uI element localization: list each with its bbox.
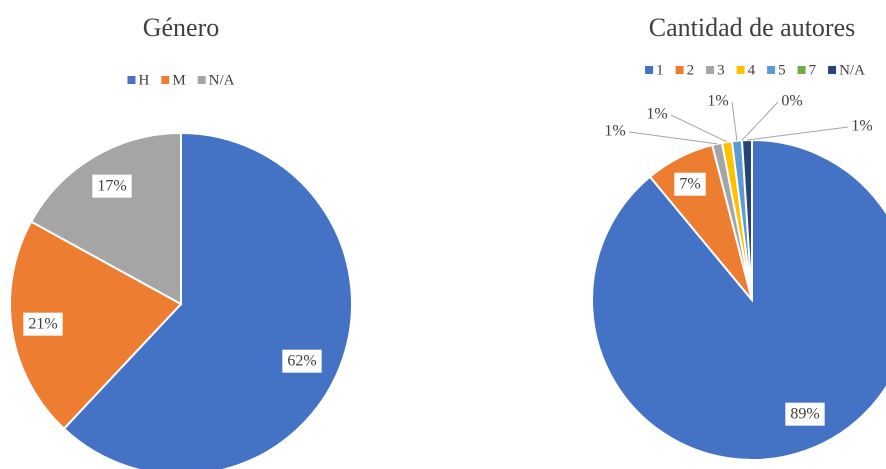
legend-label: N/A <box>209 72 235 88</box>
legend-label: H <box>138 72 149 88</box>
legend-swatch <box>736 66 745 74</box>
slices <box>591 138 886 461</box>
chart-title: Género <box>143 13 220 42</box>
data-label: 1% <box>604 123 625 140</box>
data-label: 21% <box>28 316 57 333</box>
legend-label: 2 <box>687 62 695 78</box>
legend-swatch <box>797 66 806 74</box>
data-label: 62% <box>287 353 316 370</box>
legend-label: 1 <box>656 62 664 78</box>
legend-label: M <box>172 72 185 88</box>
data-label: 7% <box>679 176 700 193</box>
legend-label: 3 <box>717 62 725 78</box>
pie-slice <box>29 131 182 306</box>
data-label: 0% <box>781 93 802 110</box>
data-label: 17% <box>97 178 126 195</box>
pie-slice <box>62 131 353 469</box>
leader-line <box>746 126 849 141</box>
data-label: 89% <box>790 406 819 423</box>
legend-label: 7 <box>809 62 817 78</box>
leader-line <box>731 101 738 141</box>
data-label-box <box>282 349 322 373</box>
data-label-box <box>23 312 63 336</box>
leader-line <box>741 101 779 141</box>
legend-swatch <box>645 66 654 74</box>
data-label: 1% <box>646 106 667 123</box>
pie-slice <box>9 220 183 431</box>
legend-swatch <box>706 66 715 74</box>
leader-line <box>628 131 718 145</box>
data-label-box <box>92 174 132 198</box>
legend-swatch <box>828 66 837 74</box>
data-label: 1% <box>851 118 872 135</box>
legend: H M N/A <box>127 72 235 88</box>
data-label: 1% <box>707 93 728 110</box>
legend-label: N/A <box>839 62 865 78</box>
legend-swatch <box>675 66 684 74</box>
legend-swatch <box>197 76 206 84</box>
data-label-box <box>674 172 706 196</box>
pie-slice <box>591 138 886 461</box>
legend: 1 2 3 4 5 7 N/A <box>645 62 865 78</box>
data-label-box <box>785 402 825 426</box>
slices <box>9 131 353 469</box>
legend-label: 5 <box>778 62 786 78</box>
chart-title: Cantidad de autores <box>649 13 856 42</box>
legend-label: 4 <box>748 62 756 78</box>
legend-swatch <box>127 76 136 84</box>
leader-line <box>670 114 728 143</box>
legend-swatch <box>767 66 776 74</box>
legend-swatch <box>161 76 170 84</box>
